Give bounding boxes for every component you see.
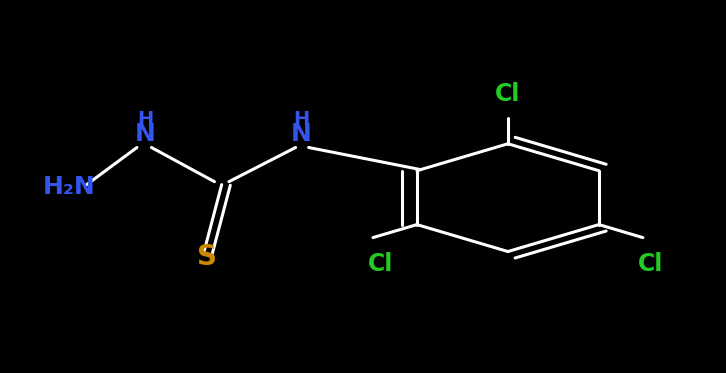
Text: H₂N: H₂N — [43, 175, 96, 198]
Text: Cl: Cl — [637, 252, 663, 276]
Text: Cl: Cl — [367, 252, 393, 276]
Text: N: N — [291, 122, 312, 145]
Text: H: H — [137, 110, 154, 129]
Text: H: H — [293, 110, 309, 129]
Text: Cl: Cl — [495, 82, 521, 106]
Text: N: N — [135, 122, 156, 145]
Text: S: S — [197, 243, 217, 271]
